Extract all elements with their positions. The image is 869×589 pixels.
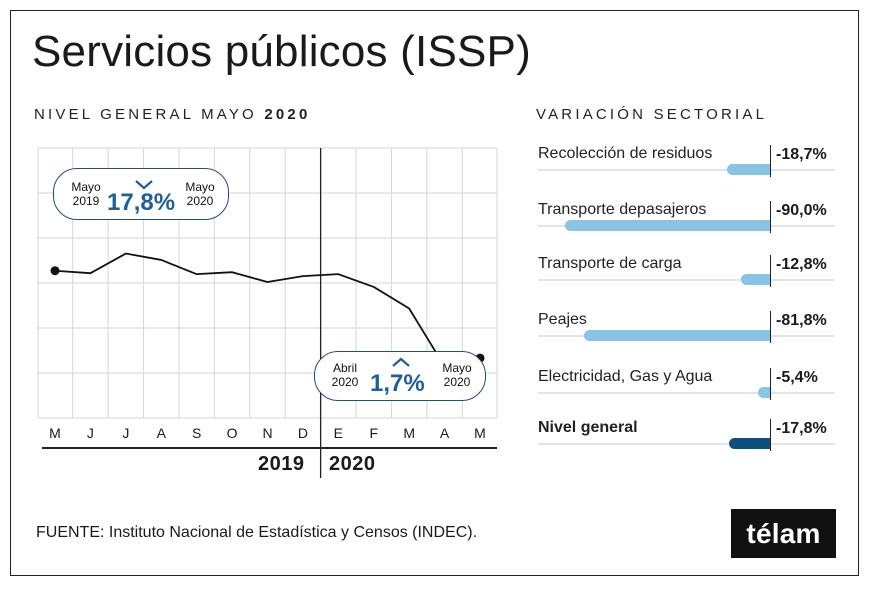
month-tick-label: D [297,425,308,441]
sector-row: Transporte de carga -12,8% [538,255,838,305]
sector-name: Electricidad, Gas y Agua [538,368,713,385]
sector-row: Electricidad, Gas y Agua -5,4% [538,368,838,418]
sector-track [538,279,835,281]
month-tick-label: A [156,425,166,441]
chevron-down-icon [135,180,153,190]
year-2020-label: 2020 [329,453,376,475]
sector-bar [583,330,770,341]
month-tick-label: M [474,425,486,441]
telam-logo: télam [731,509,836,558]
series-line [54,252,481,368]
sector-value: -5,4% [776,369,818,386]
bubble-monthly-change: Abril 2020 1,7% Mayo 2020 [314,351,486,401]
sector-track [538,392,835,394]
sector-track [538,443,835,445]
sector-value: -18,7% [776,146,827,163]
sector-value: -90,0% [776,202,827,219]
sector-row: Peajes -81,8% [538,311,838,361]
month-tick-label: J [122,425,130,441]
month-tick-label: J [86,425,94,441]
sector-name: Peajes [538,311,587,328]
month-tick-label: F [369,425,379,441]
bar-chart-label: VARIACIÓN SECTORIAL [536,106,768,123]
sector-value: -17,8% [776,420,827,437]
sector-row: Recolección de residuos -18,7% [538,145,838,195]
month-tick-label: S [191,425,202,441]
month-tick-label: M [403,425,415,441]
sector-value: -81,8% [776,312,827,329]
month-tick-label: N [262,425,273,441]
data-point [50,266,60,276]
sector-bar [740,274,770,285]
sector-bar [727,164,770,175]
bubble-annual-change: Mayo 2019 17,8% Mayo 2020 [53,168,229,220]
month-tick-label: E [333,425,343,441]
sector-track [538,169,835,171]
zero-line [770,145,771,177]
infographic-card [10,10,859,576]
zero-line [770,368,771,400]
zero-line [770,255,771,287]
sector-value: -12,8% [776,256,827,273]
sector-name: Recolección de residuos [538,145,713,162]
sector-row: Transporte depasajeros -90,0% [538,201,838,251]
chevron-up-icon [392,357,410,367]
line-chart-label-year: 2020 [264,106,311,123]
bubble-annual-value: 17,8% [107,189,176,216]
line-chart-label: NIVEL GENERAL MAYO 2020 [34,106,310,123]
bubble-annual-from: Mayo 2019 [71,180,101,208]
month-tick-label: M [49,425,61,441]
bubble-monthly-to: Mayo 2020 [442,361,472,389]
zero-line [770,311,771,343]
bubble-monthly-from: Abril 2020 [331,361,359,389]
month-tick-label: O [226,425,238,441]
line-chart-label-prefix: NIVEL GENERAL MAYO [34,106,257,123]
bubble-annual-to: Mayo 2020 [185,180,215,208]
sector-bar [729,438,770,449]
sector-bar [565,220,770,231]
source-note: FUENTE: Instituto Nacional de Estadístic… [36,524,478,541]
bubble-monthly-value: 1,7% [370,370,425,397]
page-title: Servicios públicos (ISSP) [32,27,531,76]
zero-line [770,201,771,233]
month-tick-label: A [439,425,450,441]
sector-name: Transporte de carga [538,255,682,272]
year-2019-label: 2019 [258,453,305,475]
sector-bar [757,387,770,398]
sector-name: Transporte depasajeros [538,201,707,218]
sector-row: Nivel general -17,8% [538,419,838,469]
zero-line [770,419,771,451]
sector-name: Nivel general [538,419,638,436]
